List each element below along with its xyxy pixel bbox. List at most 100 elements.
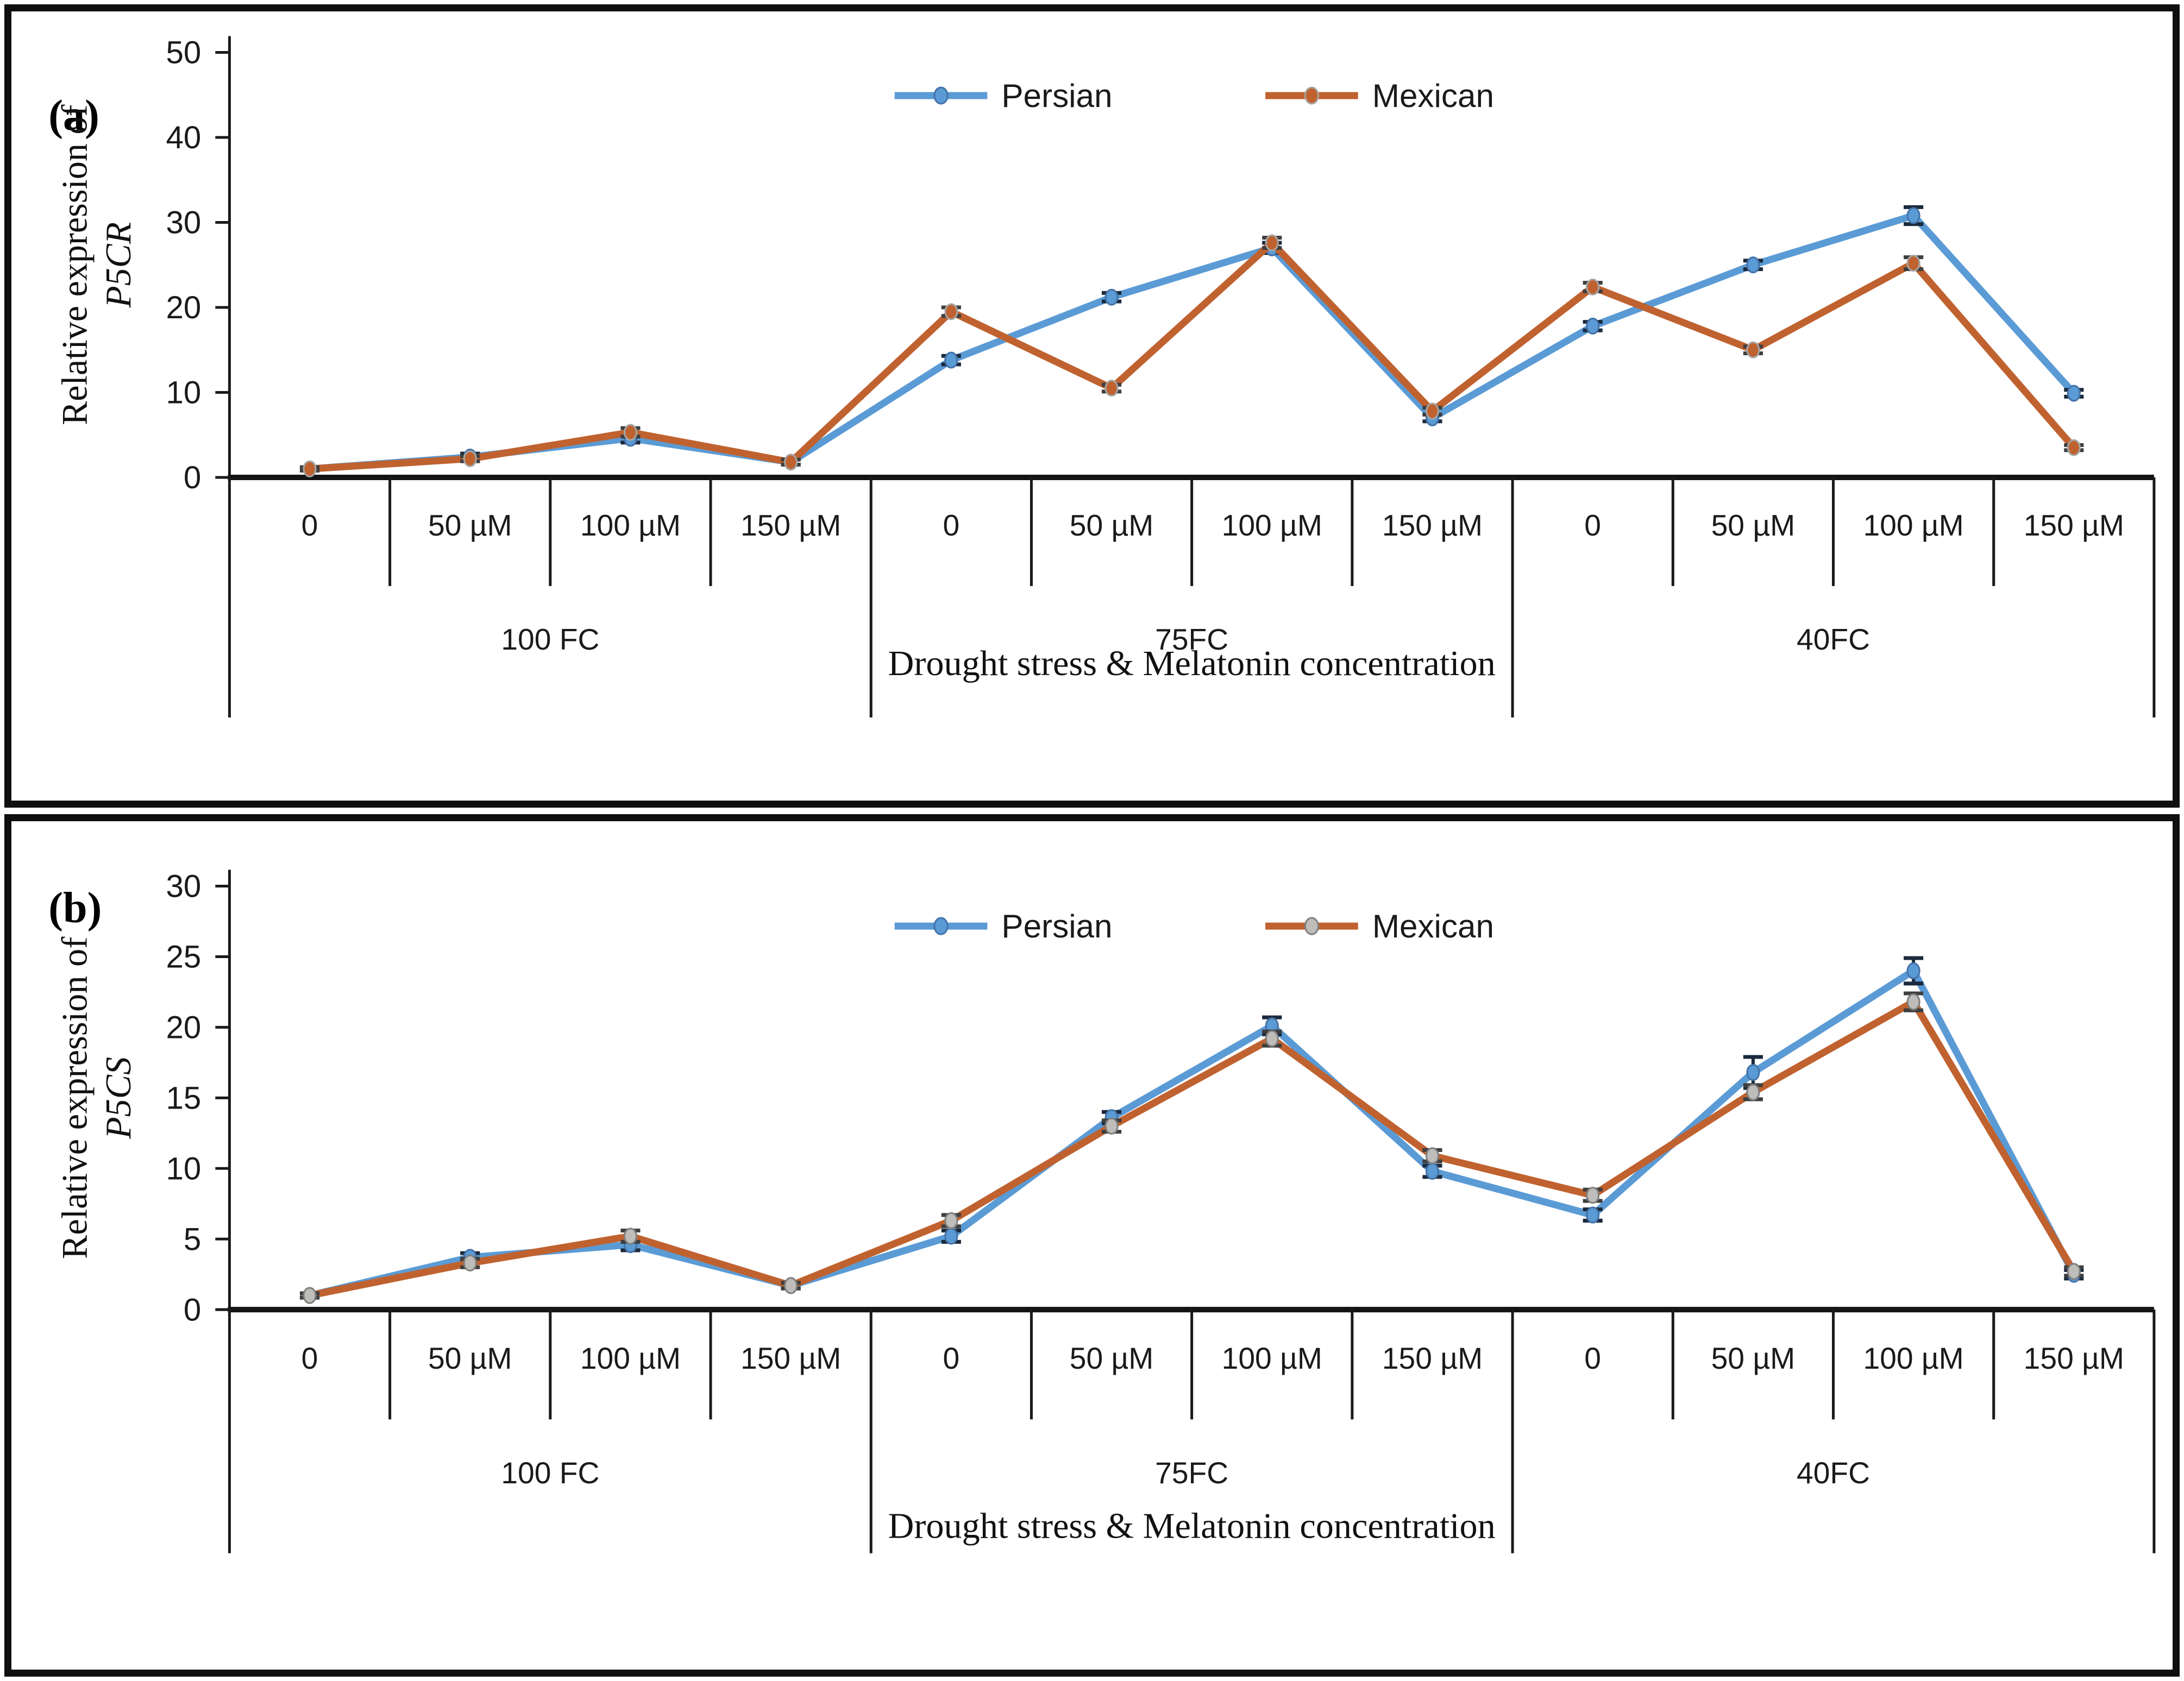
legend-marker — [933, 917, 949, 935]
y-tick-label: 10 — [166, 1151, 201, 1186]
series-line-mexican — [306, 239, 2078, 473]
group-label: 40FC — [1797, 622, 1870, 656]
category-label: 50 µM — [1070, 508, 1153, 542]
y-axis-gene-label: P5CR — [99, 222, 139, 309]
legend-label: Persian — [1001, 78, 1112, 114]
marker-persian — [1425, 1162, 1439, 1180]
legend-label: Mexican — [1372, 78, 1494, 114]
category-label: 150 µM — [1382, 1342, 1483, 1375]
marker-mexican — [303, 1287, 317, 1304]
chart-b-svg: 0 5 10 15 20 25 30 0 50 µM 100 µM 150 µM 0 50 µM 100 … — [48, 869, 2156, 1553]
legend-label: Persian — [1001, 908, 1112, 945]
category-label: 100 µM — [1222, 1342, 1322, 1375]
category-label: 0 — [1584, 508, 1601, 542]
category-label: 100 µM — [1863, 1342, 1963, 1375]
marker-persian — [944, 1227, 958, 1245]
panel-b: 0 5 10 15 20 25 30 0 50 µM 100 µM 150 µM 0 50 µM 100 … — [4, 814, 2180, 1677]
y-tick-label: 25 — [166, 939, 201, 974]
legend-marker — [933, 86, 949, 105]
marker-mexican — [784, 454, 798, 471]
marker-mexican — [623, 1227, 637, 1245]
marker-mexican — [1104, 1117, 1119, 1135]
y-tick-label: 30 — [166, 869, 201, 904]
category-label: 0 — [943, 1342, 959, 1375]
marker-persian — [1746, 256, 1760, 274]
category-label: 50 µM — [1070, 1342, 1153, 1375]
category-label: 0 — [302, 508, 318, 542]
marker-mexican — [1906, 993, 1921, 1011]
group-label: 75FC — [1155, 622, 1228, 656]
category-label: 150 µM — [2024, 1342, 2124, 1375]
marker-mexican — [1746, 341, 1760, 358]
marker-mexican — [1586, 278, 1600, 295]
panel-label: (b) — [48, 884, 102, 932]
legend-label: Mexican — [1372, 908, 1494, 945]
category-label: 150 µM — [740, 508, 841, 542]
group-label: 100 FC — [501, 622, 599, 656]
marker-persian — [944, 351, 958, 369]
marker-persian — [1104, 288, 1119, 306]
marker-mexican — [2067, 439, 2081, 456]
y-tick-label: 20 — [166, 1010, 201, 1045]
marker-mexican — [1425, 1147, 1439, 1164]
y-tick-label: 20 — [166, 290, 201, 325]
marker-mexican — [1586, 1187, 1600, 1204]
marker-mexican — [944, 1212, 958, 1230]
marker-persian — [1906, 207, 1921, 224]
marker-mexican — [784, 1277, 798, 1294]
y-tick-label: 5 — [184, 1222, 201, 1257]
y-tick-label: 15 — [166, 1080, 201, 1116]
y-tick-label: 40 — [166, 120, 201, 155]
marker-mexican — [1425, 402, 1439, 420]
y-axis-title: Relative expression of — [55, 104, 95, 425]
category-label: 0 — [302, 1342, 318, 1375]
category-label: 50 µM — [428, 508, 512, 542]
marker-mexican — [1265, 234, 1279, 251]
marker-mexican — [944, 303, 958, 320]
marker-persian — [2067, 385, 2081, 402]
y-axis-gene-label: P5CS — [99, 1057, 139, 1139]
category-label: 150 µM — [2024, 508, 2124, 542]
category-label: 50 µM — [1711, 508, 1795, 542]
series-line-persian — [306, 967, 2078, 1299]
series-line-persian — [306, 212, 2078, 473]
y-tick-label: 50 — [166, 35, 201, 71]
marker-mexican — [463, 450, 477, 468]
category-label: 100 µM — [1222, 508, 1322, 542]
y-tick-label: 0 — [184, 460, 201, 495]
chart-a-svg: 0 10 20 30 40 50 0 50 µM 100 µM 150 µM 0 50 µM 100 µ… — [48, 35, 2156, 717]
marker-mexican — [623, 424, 637, 441]
marker-mexican — [1104, 380, 1119, 397]
category-label: 0 — [943, 508, 959, 542]
marker-persian — [1586, 317, 1600, 335]
category-label: 100 µM — [580, 1342, 681, 1375]
marker-persian — [1746, 1063, 1760, 1081]
category-label: 50 µM — [428, 1342, 512, 1375]
panel-a: 0 10 20 30 40 50 0 50 µM 100 µM 150 µM 0 50 µM 100 µ… — [4, 4, 2180, 808]
y-axis-title: Relative expression of — [55, 936, 95, 1259]
marker-mexican — [1906, 255, 1921, 272]
category-label: 100 µM — [1863, 508, 1963, 542]
x-axis-title: Drought stress & Melatonin concentration — [888, 644, 1496, 683]
category-label: 50 µM — [1711, 1342, 1795, 1375]
category-label: 150 µM — [1382, 508, 1483, 542]
y-tick-label: 30 — [166, 205, 201, 241]
legend-marker — [1304, 917, 1319, 935]
category-label: 0 — [1584, 1342, 1601, 1375]
y-tick-label: 0 — [184, 1292, 201, 1327]
marker-mexican — [303, 460, 317, 477]
marker-mexican — [463, 1254, 477, 1272]
marker-persian — [1906, 962, 1921, 980]
panel-label: (a) — [48, 92, 99, 140]
legend-marker — [1304, 86, 1319, 105]
series-line-mexican — [306, 998, 2078, 1299]
y-tick-label: 10 — [166, 375, 201, 411]
category-label: 100 µM — [580, 508, 681, 542]
marker-mexican — [2067, 1263, 2081, 1280]
marker-mexican — [1746, 1084, 1760, 1101]
group-label: 100 FC — [501, 1456, 599, 1490]
x-axis-title: Drought stress & Melatonin concentration — [888, 1507, 1496, 1546]
category-label: 150 µM — [740, 1342, 841, 1375]
marker-mexican — [1265, 1030, 1279, 1047]
